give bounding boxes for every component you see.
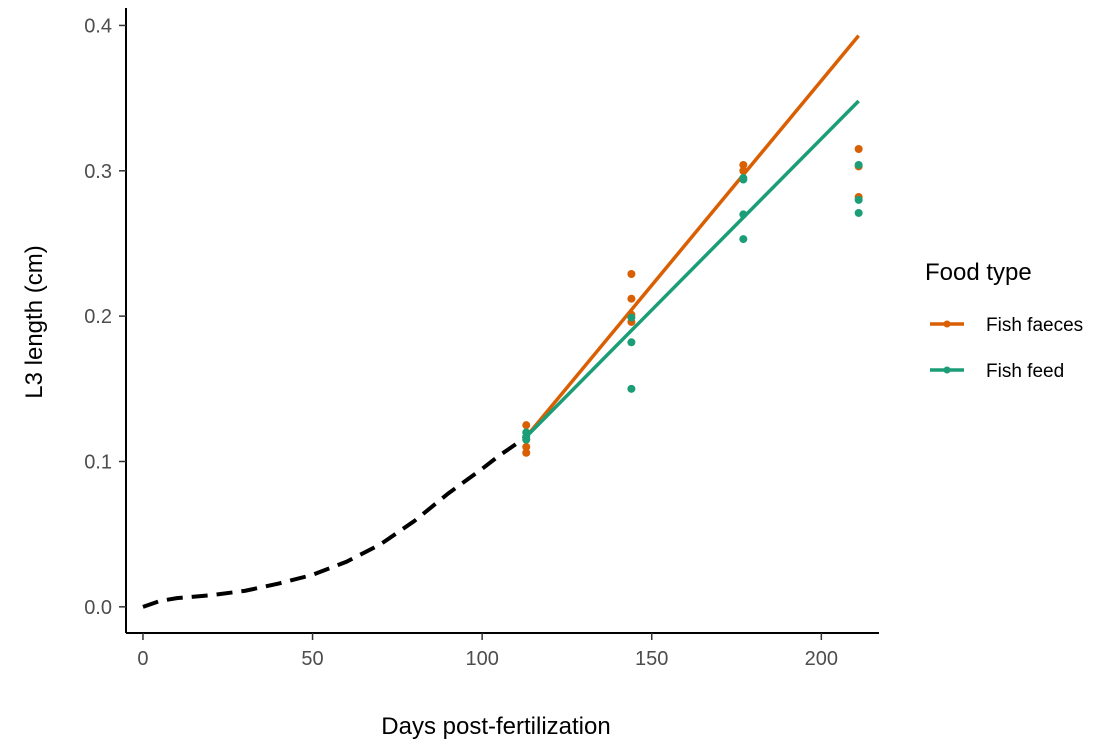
data-point-fish-feed bbox=[627, 338, 636, 347]
data-point-fish-feed bbox=[854, 208, 863, 217]
data-point-fish-feed bbox=[739, 210, 748, 219]
plot-panel bbox=[142, 34, 863, 609]
data-point-fish-feed bbox=[627, 384, 636, 393]
x-tick-label: 150 bbox=[635, 648, 668, 670]
y-tick-label: 0.4 bbox=[84, 15, 112, 37]
data-point-fish-faeces bbox=[739, 160, 748, 169]
data-point-fish-feed bbox=[739, 235, 748, 244]
x-tick-label: 0 bbox=[137, 648, 148, 670]
legend-key-point-fish-feed bbox=[943, 366, 951, 374]
data-point-fish-faeces bbox=[522, 448, 531, 457]
x-tick-label: 200 bbox=[805, 648, 838, 670]
y-axis-ticks: 0.0 0.1 0.2 0.3 0.4 bbox=[84, 15, 126, 619]
y-tick-label: 0.1 bbox=[84, 451, 112, 473]
data-point-fish-faeces bbox=[627, 269, 636, 278]
axes: 0 50 100 150 200 0.0 0.1 0.2 0.3 0.4 bbox=[84, 8, 879, 670]
data-point-fish-faeces bbox=[522, 442, 531, 451]
data-point-fish-feed bbox=[627, 313, 636, 322]
reference-dashed-curve bbox=[142, 435, 528, 609]
data-point-fish-feed bbox=[854, 160, 863, 169]
legend-label-fish-faeces: Fish faeces bbox=[986, 315, 1083, 336]
y-tick-label: 0.3 bbox=[84, 161, 112, 183]
data-points-layer bbox=[522, 144, 863, 457]
fit-line-fish-faeces bbox=[524, 34, 860, 438]
legend-entries: Fish faeces Fish feed bbox=[930, 315, 1083, 382]
y-tick-label: 0.0 bbox=[84, 597, 112, 619]
data-point-fish-faeces bbox=[627, 294, 636, 303]
x-tick-label: 100 bbox=[465, 648, 498, 670]
reference-curve-layer bbox=[142, 435, 528, 609]
legend-title: Food type bbox=[925, 259, 1032, 286]
y-tick-label: 0.2 bbox=[84, 306, 112, 328]
legend: Food type Fish faeces Fish feed bbox=[925, 259, 1083, 382]
y-axis-title: L3 length (cm) bbox=[21, 245, 48, 398]
fit-line-fish-feed bbox=[524, 99, 860, 439]
x-tick-label: 50 bbox=[301, 648, 323, 670]
data-point-fish-feed bbox=[854, 195, 863, 204]
data-point-fish-feed bbox=[739, 175, 748, 184]
legend-key-point-fish-faeces bbox=[943, 320, 951, 328]
data-point-fish-feed bbox=[522, 435, 531, 444]
legend-label-fish-feed: Fish feed bbox=[986, 361, 1064, 382]
fit-lines-layer bbox=[524, 34, 860, 439]
x-axis-ticks: 0 50 100 150 200 bbox=[137, 633, 838, 670]
data-point-fish-faeces bbox=[854, 144, 863, 153]
data-point-fish-faeces bbox=[522, 421, 531, 430]
data-point-fish-faeces bbox=[739, 166, 748, 175]
x-axis-title: Days post-fertilization bbox=[381, 713, 610, 740]
